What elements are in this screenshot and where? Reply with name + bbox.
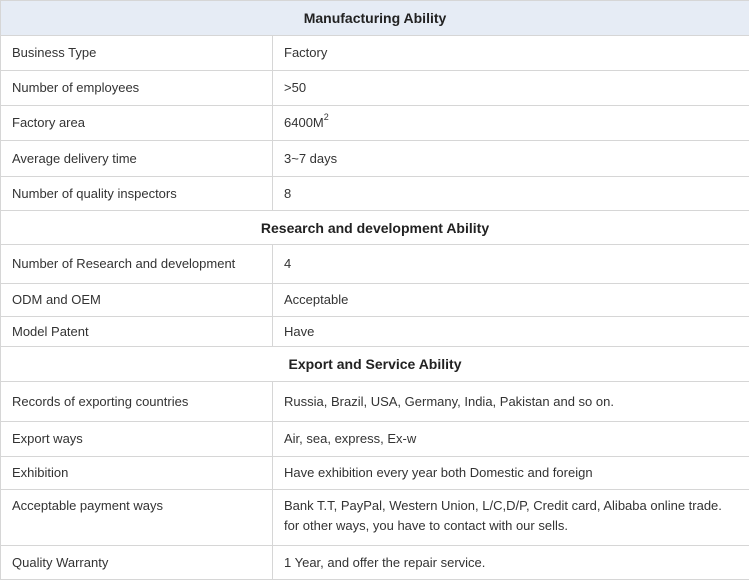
value-superscript: 2 [324,112,329,122]
row-label: Export ways [1,422,273,457]
row-label: Number of Research and development [1,245,273,284]
row-value: 4 [273,245,749,284]
table-row: Number of quality inspectors 8 [1,177,749,211]
table-row: Factory area 6400M2 [1,106,749,141]
table-row: Model Patent Have [1,317,749,347]
row-label: Exhibition [1,457,273,490]
row-value: Acceptable [273,284,749,317]
section-header-manufacturing: Manufacturing Ability [1,1,749,36]
row-value: Russia, Brazil, USA, Germany, India, Pak… [273,382,749,422]
section-title: Research and development Ability [1,211,749,245]
row-label: Model Patent [1,317,273,347]
table-row: Average delivery time 3~7 days [1,141,749,177]
row-label: Number of quality inspectors [1,177,273,211]
row-value: Bank T.T, PayPal, Western Union, L/C,D/P… [273,490,749,546]
row-value: 8 [273,177,749,211]
section-title: Manufacturing Ability [1,1,749,36]
table-row: Export ways Air, sea, express, Ex-w [1,422,749,457]
section-header-research: Research and development Ability [1,211,749,245]
row-label: Acceptable payment ways [1,490,273,546]
row-value: >50 [273,71,749,106]
table-row: Number of employees >50 [1,71,749,106]
table-row: Quality Warranty 1 Year, and offer the r… [1,546,749,580]
table-row: Number of Research and development 4 [1,245,749,284]
table-row: Records of exporting countries Russia, B… [1,382,749,422]
row-label: Factory area [1,106,273,141]
value-text: 6400M [284,115,324,130]
table-row: ODM and OEM Acceptable [1,284,749,317]
row-value: 1 Year, and offer the repair service. [273,546,749,580]
row-value: Have exhibition every year both Domestic… [273,457,749,490]
row-value: Have [273,317,749,347]
row-label: Average delivery time [1,141,273,177]
section-header-export: Export and Service Ability [1,347,749,382]
row-label: Business Type [1,36,273,71]
row-value: 6400M2 [273,106,749,141]
value-line-1: Bank T.T, PayPal, Western Union, L/C,D/P… [284,496,738,516]
row-label: Quality Warranty [1,546,273,580]
section-title: Export and Service Ability [1,347,749,382]
row-label: Number of employees [1,71,273,106]
table-row: Business Type Factory [1,36,749,71]
row-label: ODM and OEM [1,284,273,317]
row-label: Records of exporting countries [1,382,273,422]
row-value: Factory [273,36,749,71]
value-line-2: for other ways, you have to contact with… [284,516,738,536]
table-row: Exhibition Have exhibition every year bo… [1,457,749,490]
row-value: Air, sea, express, Ex-w [273,422,749,457]
table-row: Acceptable payment ways Bank T.T, PayPal… [1,490,749,546]
row-value: 3~7 days [273,141,749,177]
